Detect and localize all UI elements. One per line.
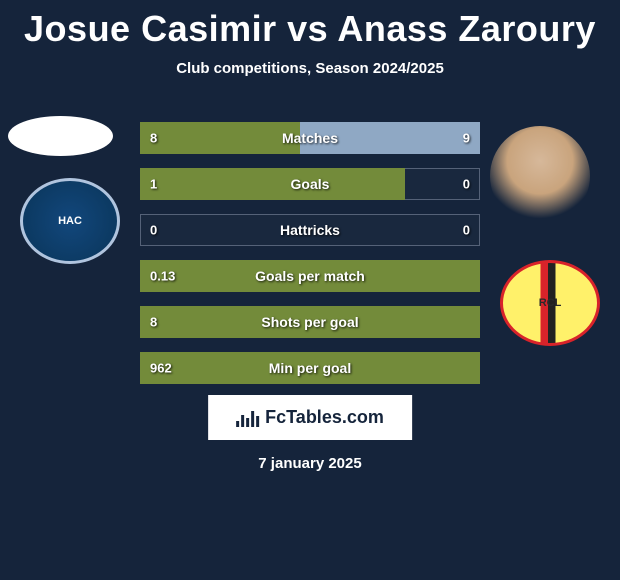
stat-value-left: 962: [150, 361, 172, 376]
fctables-watermark: FcTables.com: [208, 395, 412, 440]
club2-badge: RCL: [500, 260, 600, 346]
player2-avatar: [490, 126, 590, 226]
stat-label: Goals per match: [255, 268, 365, 284]
stat-row: 8 Shots per goal: [140, 306, 480, 338]
fctables-logo-icon: [236, 409, 259, 427]
stat-value-left: 0.13: [150, 269, 175, 284]
stat-row: 0.13 Goals per match: [140, 260, 480, 292]
stat-value-left: 8: [150, 131, 157, 146]
club2-badge-inner: RCL: [500, 260, 600, 346]
stat-label: Hattricks: [280, 222, 340, 238]
stat-label: Matches: [282, 130, 338, 146]
stat-value-right: 9: [463, 131, 470, 146]
stat-label: Shots per goal: [261, 314, 358, 330]
club2-short: RCL: [539, 297, 562, 309]
stats-container: 8 9 Matches 1 0 Goals 0 0 Hattricks 0.13 Goals per…: [140, 122, 480, 398]
fctables-text: FcTables.com: [265, 407, 384, 428]
stat-bar-left: [140, 122, 300, 154]
stat-value-left: 1: [150, 177, 157, 192]
stat-row: 0 0 Hattricks: [140, 214, 480, 246]
stat-value-right: 0: [463, 177, 470, 192]
club1-badge-inner: HAC: [20, 178, 120, 264]
player2-face: [490, 126, 590, 226]
page-subtitle: Club competitions, Season 2024/2025: [0, 60, 620, 77]
stat-value-left: 8: [150, 315, 157, 330]
stat-label: Min per goal: [269, 360, 351, 376]
page-title: Josue Casimir vs Anass Zaroury: [0, 0, 620, 50]
stat-row: 8 9 Matches: [140, 122, 480, 154]
stat-label: Goals: [291, 176, 330, 192]
club1-short: HAC: [58, 215, 82, 227]
stat-bar-left: [140, 168, 405, 200]
stat-row: 1 0 Goals: [140, 168, 480, 200]
stat-value-right: 0: [463, 223, 470, 238]
player1-avatar: [8, 116, 113, 156]
stat-value-left: 0: [150, 223, 157, 238]
stat-row: 962 Min per goal: [140, 352, 480, 384]
snapshot-date: 7 january 2025: [258, 455, 361, 472]
club1-badge: HAC: [20, 178, 120, 264]
